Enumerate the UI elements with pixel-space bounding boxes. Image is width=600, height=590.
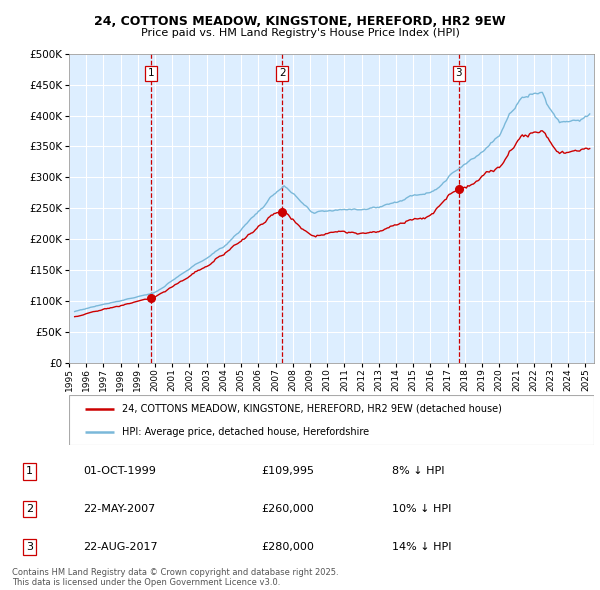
Text: 1: 1 [26, 467, 33, 476]
Text: 3: 3 [455, 68, 462, 78]
Text: Price paid vs. HM Land Registry's House Price Index (HPI): Price paid vs. HM Land Registry's House … [140, 28, 460, 38]
Text: Contains HM Land Registry data © Crown copyright and database right 2025.
This d: Contains HM Land Registry data © Crown c… [12, 568, 338, 587]
Text: 14% ↓ HPI: 14% ↓ HPI [392, 542, 452, 552]
Text: £109,995: £109,995 [262, 467, 314, 476]
Text: 1: 1 [148, 68, 154, 78]
Text: 24, COTTONS MEADOW, KINGSTONE, HEREFORD, HR2 9EW (detached house): 24, COTTONS MEADOW, KINGSTONE, HEREFORD,… [121, 404, 502, 414]
Text: 10% ↓ HPI: 10% ↓ HPI [392, 504, 451, 514]
Text: 22-MAY-2007: 22-MAY-2007 [83, 504, 155, 514]
Text: £260,000: £260,000 [262, 504, 314, 514]
Text: HPI: Average price, detached house, Herefordshire: HPI: Average price, detached house, Here… [121, 427, 368, 437]
Text: 8% ↓ HPI: 8% ↓ HPI [392, 467, 445, 476]
Text: £280,000: £280,000 [262, 542, 314, 552]
Text: 2: 2 [26, 504, 34, 514]
Text: 2: 2 [279, 68, 286, 78]
Text: 24, COTTONS MEADOW, KINGSTONE, HEREFORD, HR2 9EW: 24, COTTONS MEADOW, KINGSTONE, HEREFORD,… [94, 15, 506, 28]
Text: 01-OCT-1999: 01-OCT-1999 [83, 467, 156, 476]
Text: 3: 3 [26, 542, 33, 552]
Text: 22-AUG-2017: 22-AUG-2017 [83, 542, 158, 552]
